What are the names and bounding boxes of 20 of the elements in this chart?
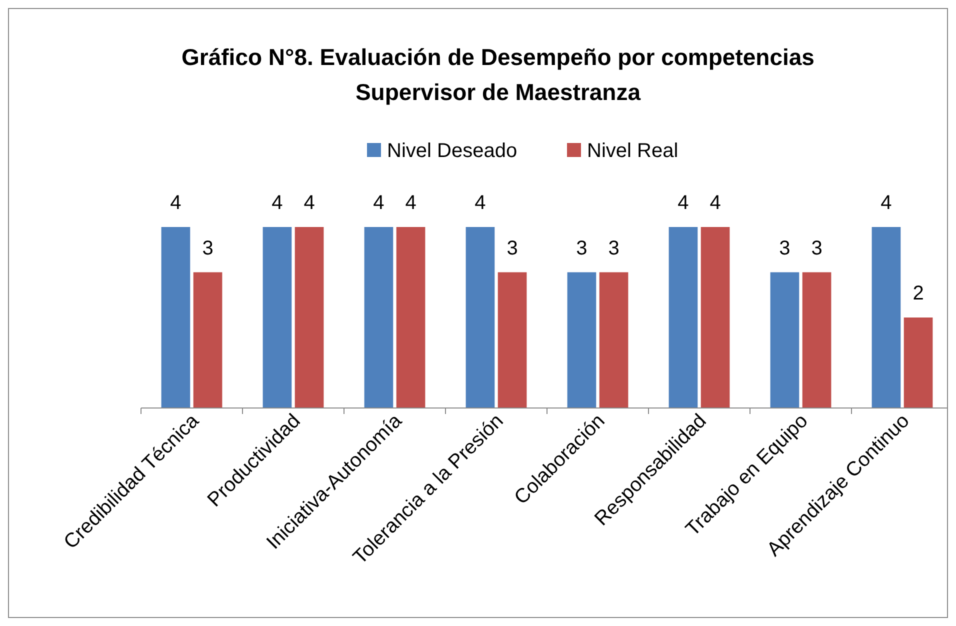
data-label: 3 [779,237,790,260]
data-label: 3 [202,237,214,260]
legend-label: Nivel Deseado [387,140,518,162]
data-label: 3 [506,237,518,260]
data-label: 4 [405,192,416,214]
data-label: 4 [373,192,384,214]
chart-title: Gráfico N°8. Evaluación de Desempeño por competencias [182,44,814,70]
data-label: 3 [576,237,588,260]
data-label: 4 [272,192,283,214]
legend-label: Nivel Real [587,140,678,162]
data-label: 4 [170,192,182,214]
data-label: 4 [304,192,315,214]
chart-subtitle: Supervisor de Maestranza [355,79,641,105]
data-label: 4 [474,192,486,214]
data-label: 4 [710,192,721,214]
data-label: 2 [912,282,924,304]
data-label: 3 [608,237,620,260]
data-label: 4 [880,192,892,214]
data-label: 3 [811,237,822,260]
data-label: 4 [678,192,689,214]
